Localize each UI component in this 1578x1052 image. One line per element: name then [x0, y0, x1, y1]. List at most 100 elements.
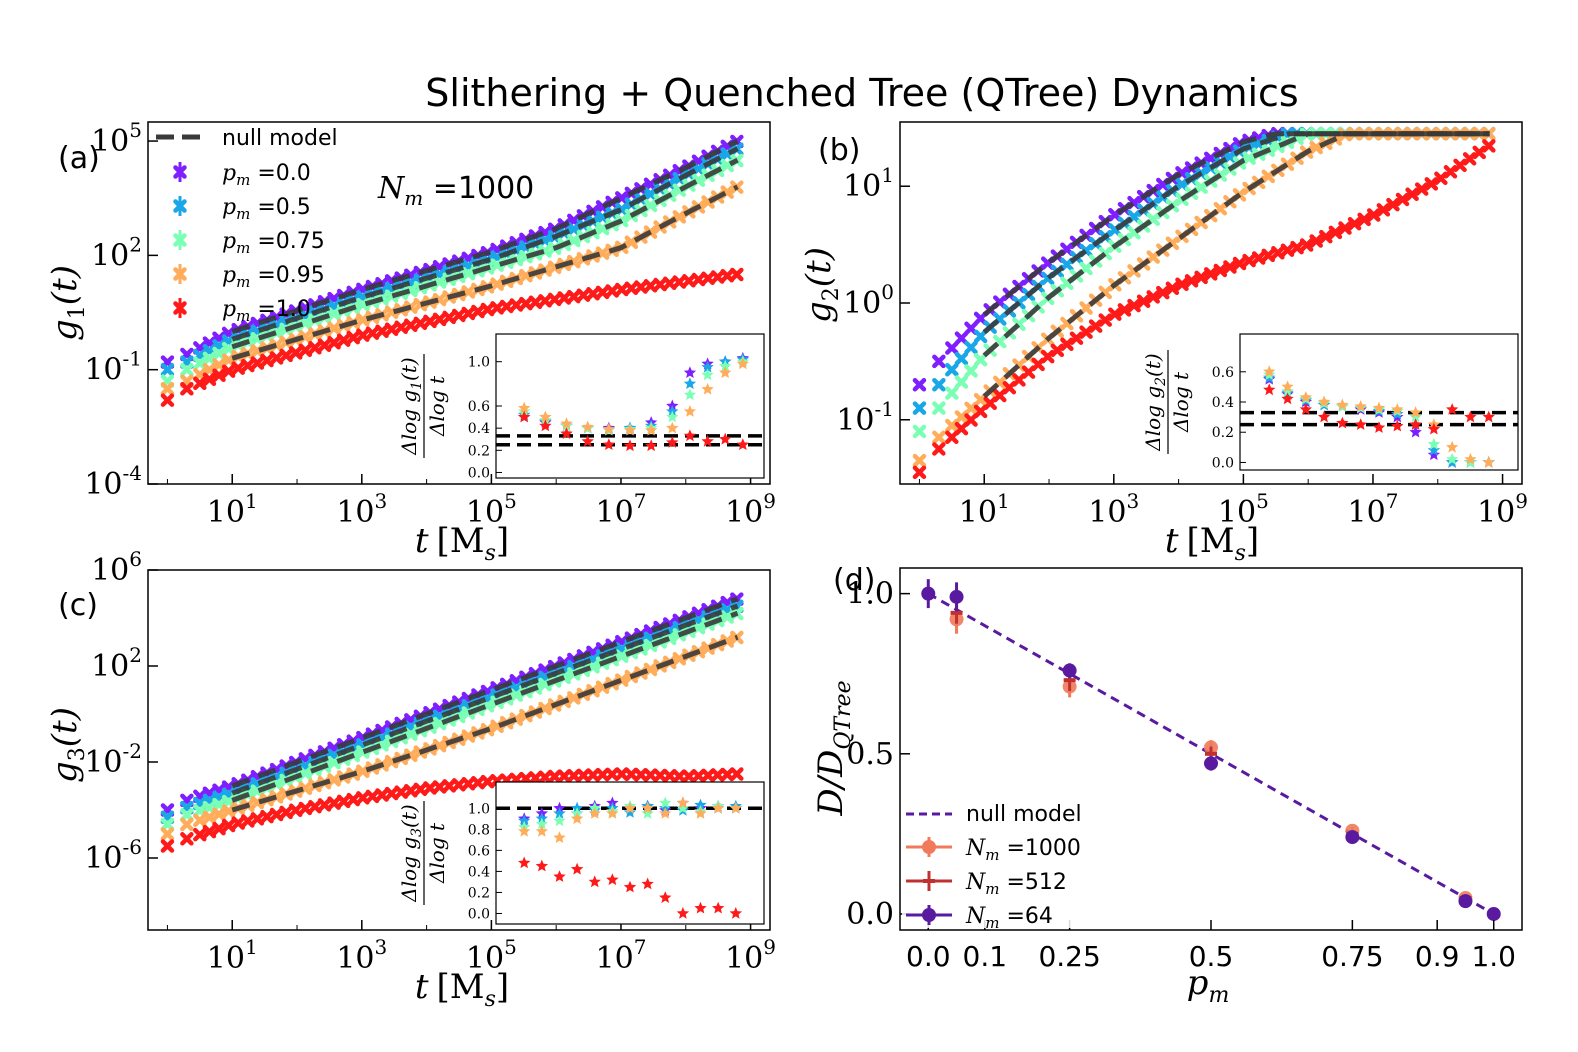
- inset-point: [736, 438, 749, 450]
- data-point: [730, 267, 744, 282]
- data-point: [973, 392, 988, 407]
- data-point: [954, 421, 969, 436]
- panel-a-legend: null model pm =0.0 pm =0.5 pm =0.75 pm =0.95…: [156, 126, 338, 325]
- y-tick-label: 102: [91, 643, 142, 684]
- data-point: [1309, 234, 1323, 248]
- data-point: [912, 424, 927, 439]
- data-point: [1127, 298, 1141, 313]
- data-point: [202, 810, 217, 824]
- data-point: [662, 769, 677, 783]
- data-point: [1309, 140, 1323, 155]
- null-model-line: [982, 131, 1490, 399]
- x-tick-label: 101: [207, 935, 258, 976]
- data-point: [1040, 349, 1055, 364]
- inset-point: [694, 901, 707, 914]
- legend-null-label: null model: [966, 802, 1082, 827]
- data-point: [1203, 151, 1218, 166]
- data-point: [160, 362, 175, 377]
- inset-point: [659, 807, 672, 819]
- legend-entry-3: pm =0.95: [173, 263, 325, 291]
- svg-text:D/DQTree: D/DQTree: [811, 680, 856, 816]
- inset-point: [645, 423, 658, 436]
- x-tick-label: 107: [596, 935, 647, 976]
- data-point: [298, 343, 313, 358]
- panel-c-ylabel: g3(t): [45, 707, 90, 783]
- inset-y-tick-label: 0.0: [1212, 455, 1234, 471]
- data-point: [1251, 251, 1266, 265]
- inset-y-tick-label: 0.4: [1212, 395, 1234, 411]
- inset-point: [570, 812, 584, 825]
- y-tick-label: 106: [91, 547, 142, 588]
- data-point: [250, 356, 265, 370]
- data-point: [1213, 263, 1228, 278]
- legend-label: Nm =64: [965, 904, 1053, 932]
- x-tick-label: 0.0: [906, 940, 951, 973]
- x-tick-label: 103: [336, 489, 387, 530]
- data-point: [160, 839, 175, 853]
- inset-series-3: [518, 796, 742, 843]
- data-point: [1050, 343, 1065, 358]
- data-point: [1357, 212, 1371, 227]
- data-point: [932, 377, 946, 392]
- data-point: [912, 465, 927, 480]
- figure-title: Slithering + Quenched Tree (QTree) Dynam…: [425, 71, 1298, 115]
- data-point: [180, 817, 194, 832]
- legend-background: [902, 800, 1074, 928]
- inset-point: [588, 807, 601, 819]
- panel-a: 101 103 105 107 109 10-4 10-1 102 105 (a) null m…: [45, 118, 776, 566]
- panel-a-label: (a): [58, 141, 100, 176]
- panel-b-axes: 101 103 105 107 109 10-1 100 101: [836, 163, 1528, 530]
- data-point: [1223, 149, 1237, 164]
- inset-series-4: [518, 410, 749, 452]
- inset-series-3: [1263, 365, 1495, 468]
- legend-label: Nm =1000: [965, 836, 1081, 864]
- inset-point: [1372, 401, 1386, 414]
- inset-point: [553, 870, 566, 882]
- series-3: [160, 630, 744, 841]
- panel-c-label: (c): [58, 588, 98, 623]
- data-point: [160, 827, 175, 841]
- x-tick-label: 107: [596, 489, 647, 530]
- inset-point: [712, 801, 725, 814]
- inset-ylabel: Δlog g1(t)Δlog t: [397, 354, 449, 458]
- data-point: [1280, 243, 1295, 257]
- panel-a-axes: 101 103 105 107 109 10-4 10-1 102 105: [84, 118, 776, 530]
- inset-point: [535, 859, 548, 872]
- null-model-line: [231, 138, 739, 334]
- inset-series-4: [1263, 383, 1495, 435]
- svg-text:Δlog t: Δlog t: [1169, 371, 1193, 433]
- data-point: [1146, 290, 1160, 304]
- data-point: [1347, 216, 1362, 231]
- inset-point: [1372, 421, 1386, 433]
- data-point: [1443, 165, 1458, 179]
- data-point: [954, 351, 969, 366]
- legend-label: pm =0.5: [222, 195, 311, 223]
- data-point: [595, 767, 610, 782]
- inset-point: [659, 796, 672, 809]
- panel-b-label: (b): [818, 133, 860, 168]
- inset-point: [1482, 410, 1495, 423]
- data-point: [327, 335, 341, 350]
- x-tick-label: 105: [1218, 489, 1269, 530]
- data-point: [308, 341, 322, 355]
- inset-point: [539, 410, 552, 423]
- data-point: [221, 804, 236, 818]
- data-point: [202, 363, 217, 377]
- inset-point: [1336, 398, 1349, 411]
- x-tick-label: 109: [1477, 489, 1528, 530]
- y-tick-label: 10-4: [84, 461, 142, 502]
- svg-text:g3(t): g3(t): [45, 707, 90, 783]
- inset-ylabel: Δlog g2(t)Δlog t: [1141, 350, 1193, 454]
- panel-c-xlabel: t [Ms]: [415, 967, 509, 1012]
- data-point: [1261, 248, 1276, 263]
- data-point: [1060, 337, 1074, 352]
- data-point: [193, 356, 207, 370]
- x-tick-label: 109: [725, 935, 776, 976]
- data-point: [1395, 192, 1410, 207]
- legend-entry-4: pm =1.0: [173, 297, 311, 325]
- panel-d-axes: 0.0 0.1 0.25 0.5 0.75 0.9 1.0 0.0 0.5 1.0: [846, 577, 1516, 973]
- data-point: [1136, 294, 1151, 308]
- data-point: [605, 767, 619, 782]
- inset-point: [1409, 406, 1422, 418]
- data-point: [1486, 906, 1501, 921]
